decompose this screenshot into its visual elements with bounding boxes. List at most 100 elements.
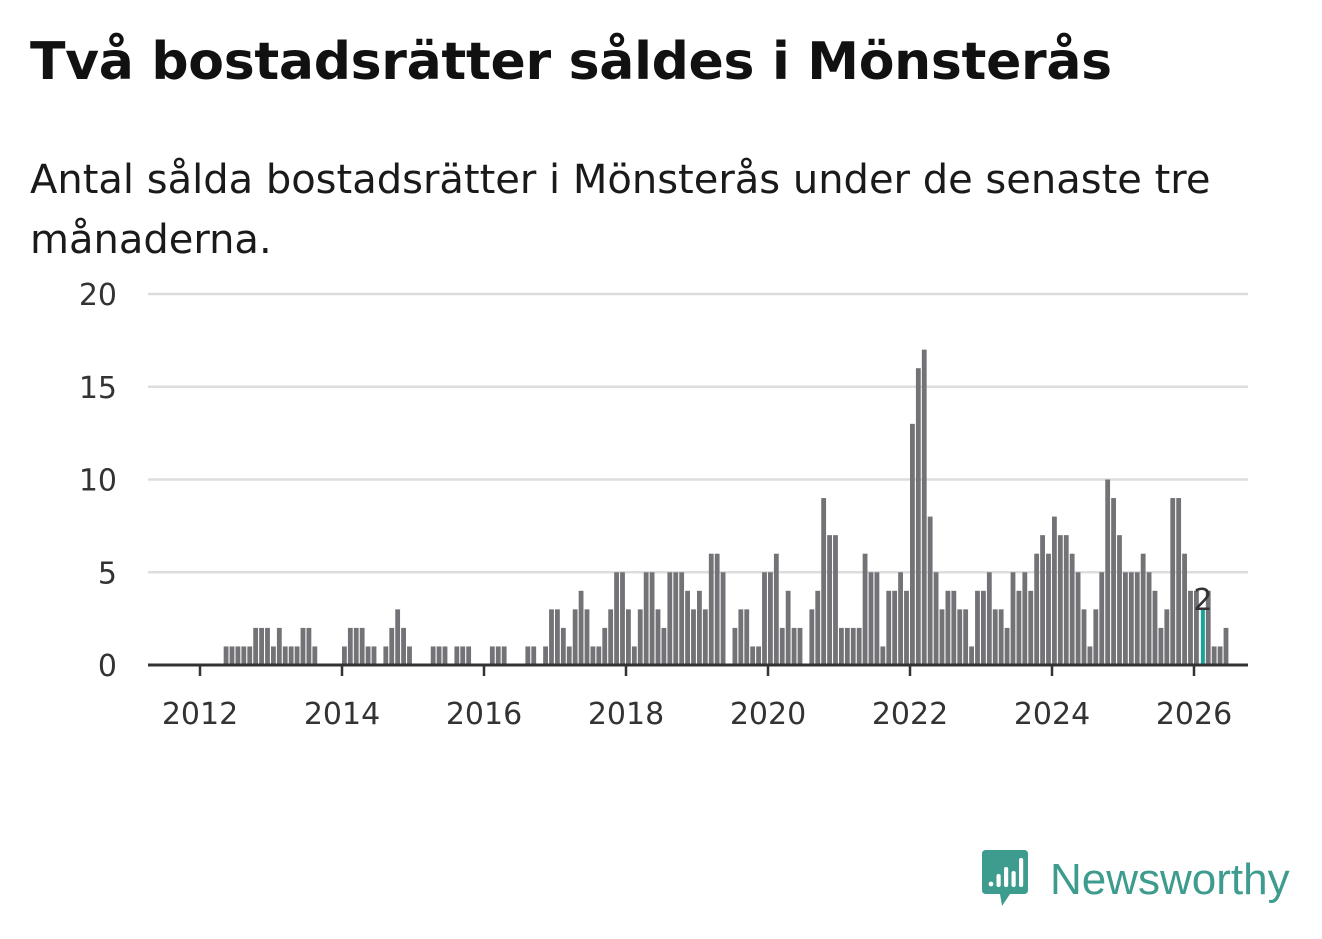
bar-highlight: [1200, 609, 1205, 665]
bar: [584, 609, 590, 665]
highlight-data-label: 2: [1193, 583, 1212, 618]
bar: [945, 590, 951, 665]
bar: [1040, 535, 1045, 665]
bar: [631, 646, 637, 665]
bar: [312, 646, 318, 665]
bar: [442, 646, 448, 665]
bar: [371, 646, 377, 665]
chart-title: Två bostadsrätter såldes i Mönsterås: [30, 32, 1112, 92]
bar: [708, 553, 714, 665]
bar: [915, 368, 921, 665]
bar: [738, 609, 744, 665]
bar: [495, 646, 501, 665]
bar: [466, 646, 472, 665]
y-tick-label: 10: [79, 464, 117, 499]
x-axis: 2012 2014 2016 2018 2020 2022 2024 2026: [148, 663, 1248, 732]
bar: [969, 646, 974, 665]
bar: [235, 646, 241, 665]
bar: [661, 627, 667, 665]
bar: [389, 627, 395, 665]
bar: [1046, 553, 1051, 665]
bar: [1075, 572, 1081, 665]
bar: [691, 609, 696, 665]
bar: [549, 609, 554, 665]
x-tick-label: 2022: [872, 697, 948, 732]
bar: [525, 646, 531, 665]
bar: [673, 572, 679, 665]
bar: [809, 609, 815, 665]
bar: [927, 516, 933, 665]
bar: [1010, 572, 1016, 665]
bar: [1134, 572, 1140, 665]
bar: [957, 609, 963, 665]
bar: [1123, 572, 1128, 665]
chart-subtitle: Antal sålda bostadsrätter i Mönsterås un…: [30, 157, 1211, 263]
newsworthy-logo[interactable]: Newsworthy: [980, 850, 1290, 910]
bar: [732, 627, 738, 665]
bar: [1016, 590, 1022, 665]
bar: [685, 590, 690, 665]
bar: [395, 609, 401, 665]
bar: [359, 627, 365, 665]
bar: [702, 609, 708, 665]
x-tick-label: 2026: [1156, 697, 1232, 732]
bar: [271, 646, 276, 665]
bar: [833, 535, 838, 665]
bar: [839, 627, 844, 665]
y-axis: 0 5 10 15 20: [79, 278, 117, 684]
bar: [1158, 627, 1164, 665]
bar: [454, 646, 460, 665]
x-tick-label: 2024: [1014, 697, 1090, 732]
bar: [868, 572, 874, 665]
bar: [1152, 590, 1158, 665]
bar: [407, 646, 412, 665]
bar: [1087, 646, 1093, 665]
bar: [667, 572, 673, 665]
bar: [756, 646, 761, 665]
bar: [762, 572, 767, 665]
bar: [744, 609, 750, 665]
bar: [1140, 553, 1146, 665]
y-tick-label: 0: [98, 649, 117, 684]
newsworthy-logo-icon: [982, 850, 1028, 906]
bar: [383, 646, 389, 665]
bar: [797, 627, 803, 665]
bar: [1182, 553, 1187, 665]
bar: [430, 646, 436, 665]
bar: [1205, 590, 1211, 665]
bar: [566, 646, 572, 665]
x-tick-label: 2018: [588, 697, 664, 732]
bar: [862, 553, 868, 665]
brand-name: Newsworthy: [1050, 855, 1290, 904]
bar: [353, 627, 359, 665]
bar: [992, 609, 998, 665]
bar: [1063, 535, 1069, 665]
bar: [880, 646, 886, 665]
bar: [1146, 572, 1152, 665]
bar: [720, 572, 726, 665]
bar: [365, 646, 371, 665]
bar: [1128, 572, 1134, 665]
bar: [827, 535, 832, 665]
bar: [626, 609, 631, 665]
bar: [714, 553, 720, 665]
bar: [892, 590, 898, 665]
bar: [1211, 646, 1217, 665]
bar: [1099, 572, 1105, 665]
bar: [791, 627, 797, 665]
bar: [460, 646, 466, 665]
bar: [489, 646, 495, 665]
bar: [898, 572, 903, 665]
bar: [300, 627, 306, 665]
bar: [306, 627, 312, 665]
bar: [655, 609, 661, 665]
x-tick-label: 2014: [304, 697, 380, 732]
bar: [620, 572, 625, 665]
bar: [921, 349, 927, 665]
bar-chart: 0 5 10 15 20 2012 2014 2016 2018 2020 2022 2024 202…: [79, 278, 1248, 732]
bar: [614, 572, 619, 665]
bar: [963, 609, 969, 665]
bar: [1176, 498, 1182, 665]
x-tick-label: 2016: [446, 697, 522, 732]
bar: [531, 646, 537, 665]
